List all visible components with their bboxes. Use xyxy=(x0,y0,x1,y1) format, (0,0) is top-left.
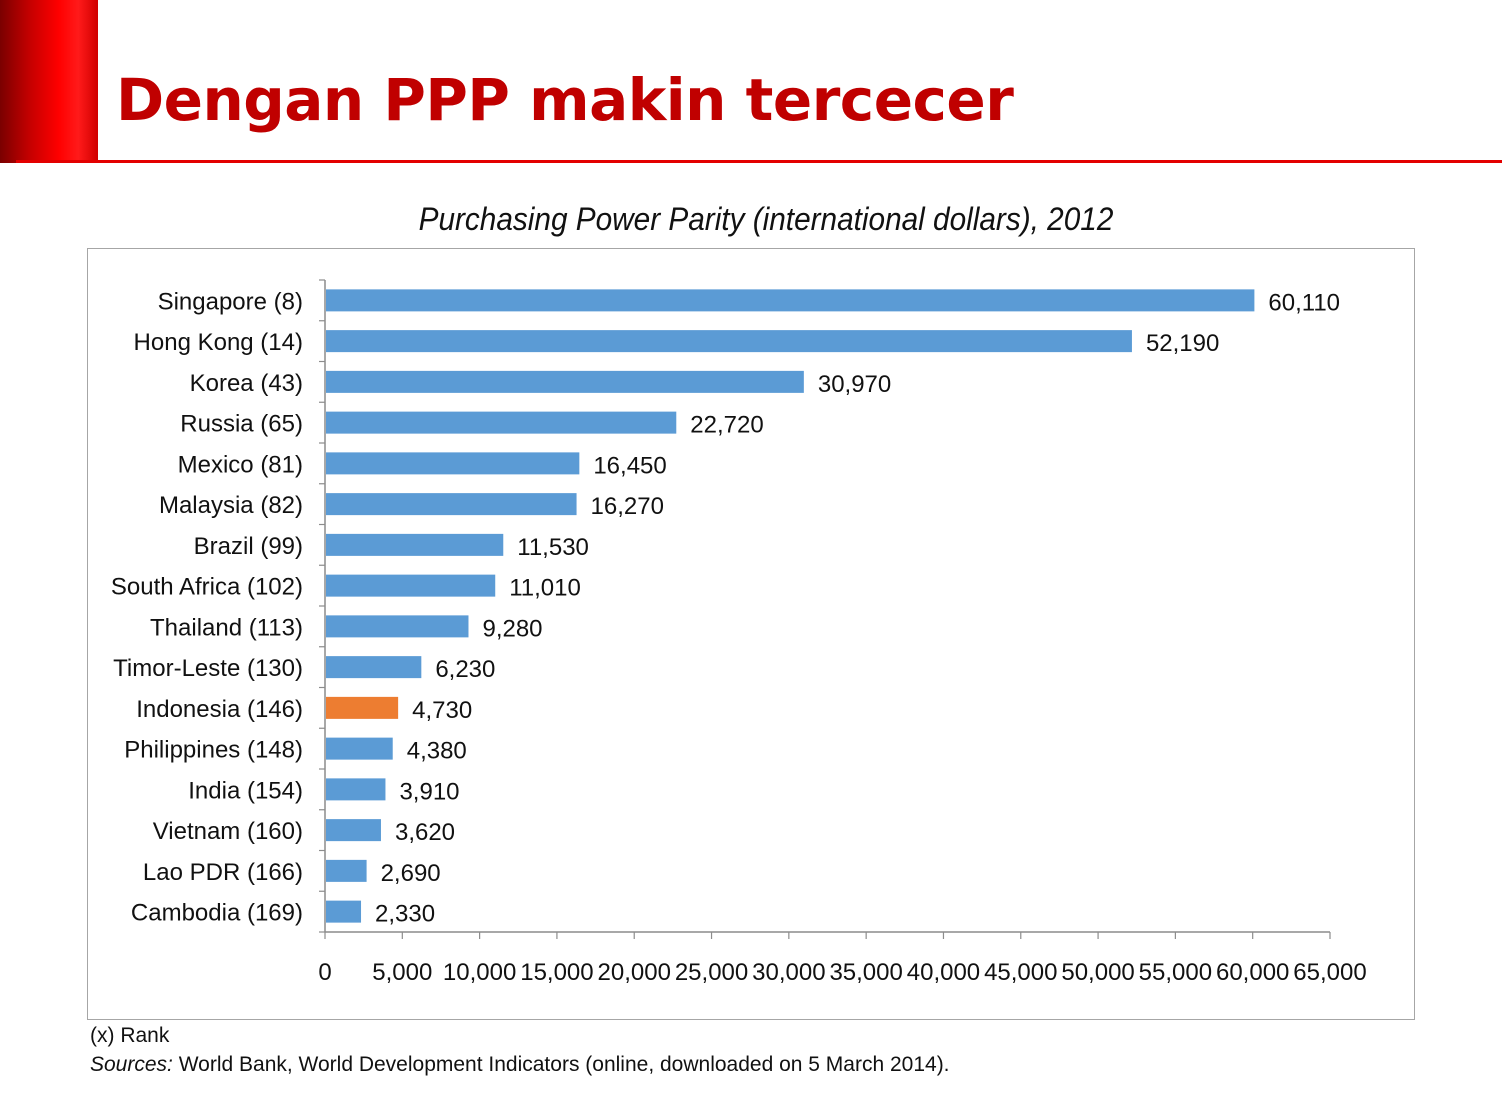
bar xyxy=(326,900,362,923)
x-tick-label: 50,000 xyxy=(1061,959,1134,986)
category-label: Malaysia (82) xyxy=(159,492,303,519)
header-red-block xyxy=(0,0,98,163)
x-tick-label: 5,000 xyxy=(372,959,432,986)
value-label: 9,280 xyxy=(482,615,542,642)
bar xyxy=(326,533,504,556)
x-tick-label: 25,000 xyxy=(675,959,748,986)
value-label: 16,270 xyxy=(591,493,664,520)
x-tick-label: 30,000 xyxy=(752,959,825,986)
value-label: 16,450 xyxy=(593,452,666,479)
category-label: Indonesia (146) xyxy=(136,696,303,723)
value-label: 3,620 xyxy=(395,819,455,846)
x-tick-label: 55,000 xyxy=(1139,959,1212,986)
bar xyxy=(326,737,393,760)
x-tick-label: 35,000 xyxy=(829,959,902,986)
rank-note: (x) Rank xyxy=(90,1024,170,1047)
bar xyxy=(326,452,580,475)
category-label: South Africa (102) xyxy=(111,574,303,601)
chart-title: Purchasing Power Parity (international d… xyxy=(418,201,1114,237)
title-divider xyxy=(16,160,1502,163)
category-label: Russia (65) xyxy=(180,411,303,438)
sources-note: Sources: World Bank, World Development I… xyxy=(90,1051,950,1079)
bar xyxy=(326,778,386,801)
bar xyxy=(326,696,399,719)
value-label: 6,230 xyxy=(435,656,495,683)
value-label: 4,730 xyxy=(412,697,472,724)
bar xyxy=(326,656,422,679)
value-label: 30,970 xyxy=(818,371,891,398)
bar xyxy=(326,819,381,842)
category-label: Mexico (81) xyxy=(178,451,303,478)
category-label: Vietnam (160) xyxy=(153,818,303,845)
sources-text: World Bank, World Development Indicators… xyxy=(172,1053,950,1076)
x-tick-label: 20,000 xyxy=(598,959,671,986)
bar xyxy=(326,859,367,882)
category-label: Korea (43) xyxy=(190,370,303,397)
category-label: Lao PDR (166) xyxy=(143,859,303,886)
value-label: 3,910 xyxy=(399,778,459,805)
chart-frame xyxy=(87,248,1415,1020)
bar xyxy=(326,370,804,393)
x-tick-label: 60,000 xyxy=(1216,959,1289,986)
value-label: 60,110 xyxy=(1268,289,1340,316)
value-label: 2,690 xyxy=(381,860,441,887)
category-label: Singapore (8) xyxy=(158,288,303,315)
bar xyxy=(326,411,677,434)
category-label: Cambodia (169) xyxy=(131,900,303,927)
value-label: 22,720 xyxy=(690,412,763,439)
value-label: 2,330 xyxy=(375,901,435,928)
value-label: 4,380 xyxy=(407,738,467,765)
bar xyxy=(326,615,469,638)
value-label: 11,530 xyxy=(517,534,589,561)
category-label: Timor-Leste (130) xyxy=(113,655,303,682)
bar xyxy=(326,493,577,516)
x-tick-label: 65,000 xyxy=(1293,959,1366,986)
value-label: 52,190 xyxy=(1146,330,1219,357)
bar xyxy=(326,574,496,597)
x-tick-label: 40,000 xyxy=(907,959,980,986)
category-label: Hong Kong (14) xyxy=(134,329,303,356)
value-label: 11,010 xyxy=(509,575,581,602)
category-label: Brazil (99) xyxy=(194,533,303,560)
category-label: India (154) xyxy=(188,777,303,804)
category-label: Philippines (148) xyxy=(124,737,303,764)
bar xyxy=(326,289,1255,312)
bar xyxy=(326,330,1132,353)
x-tick-label: 15,000 xyxy=(520,959,593,986)
sources-prefix: Sources: xyxy=(90,1053,173,1076)
category-label: Thailand (113) xyxy=(150,614,303,641)
x-tick-label: 10,000 xyxy=(443,959,516,986)
x-tick-label: 0 xyxy=(318,959,331,986)
x-tick-label: 45,000 xyxy=(984,959,1057,986)
slide-title: Dengan PPP makin tercecer xyxy=(116,66,1014,134)
